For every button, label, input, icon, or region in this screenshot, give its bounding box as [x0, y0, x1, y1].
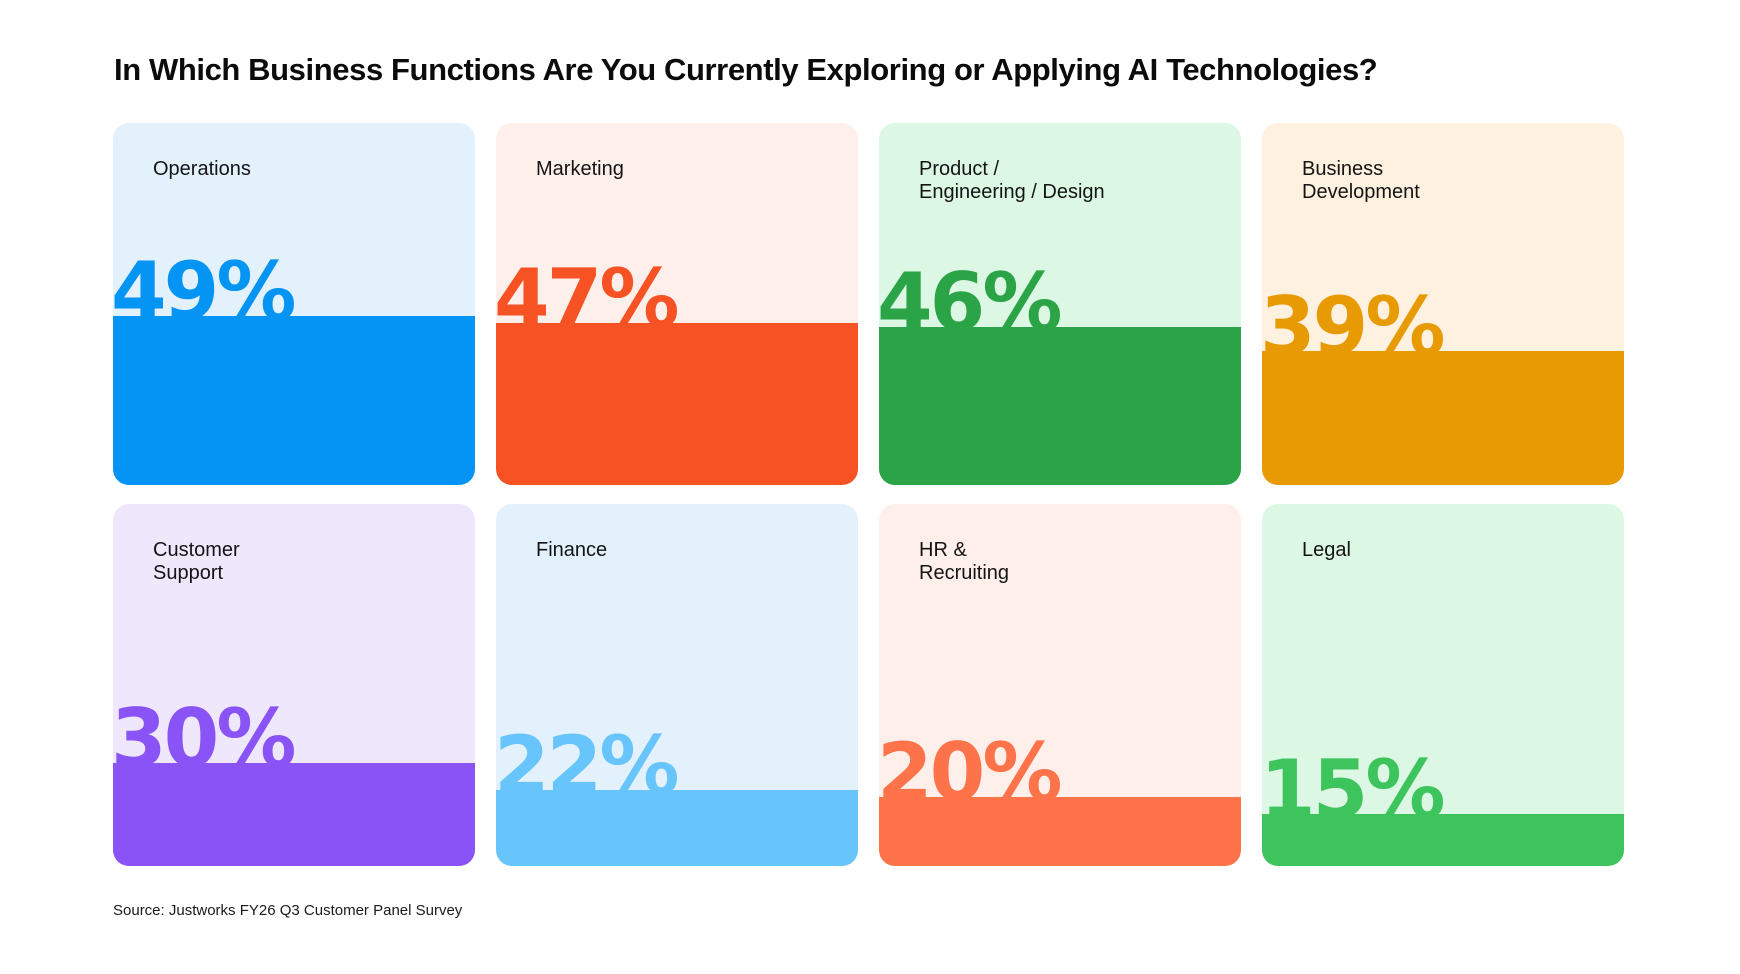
- chart-grid: Operations 49% Marketing 47% Product / Engin…: [113, 123, 1625, 866]
- value-bar: [496, 790, 858, 866]
- card-label: Legal: [1302, 539, 1351, 561]
- value-bar: [113, 316, 475, 485]
- card-label: Product / Engineering / Design: [919, 158, 1105, 203]
- card-operations: Operations 49%: [113, 123, 475, 485]
- card-label: HR & Recruiting: [919, 539, 1010, 584]
- value-bar: [496, 323, 858, 485]
- card-marketing: Marketing 47%: [496, 123, 858, 485]
- value-bar: [1262, 351, 1624, 485]
- value-bar: [879, 797, 1241, 866]
- card-label: Marketing: [536, 158, 624, 180]
- card-label: Business Development: [1302, 158, 1420, 203]
- card-business-development: Business Development 39%: [1262, 123, 1624, 485]
- card-finance: Finance 22%: [496, 504, 858, 866]
- card-label: Customer Support: [153, 539, 240, 584]
- source-note: Source: Justworks FY26 Q3 Customer Panel…: [113, 902, 463, 919]
- card-customer-support: Customer Support 30%: [113, 504, 475, 866]
- value-bar: [113, 763, 475, 866]
- card-product-engineering-design: Product / Engineering / Design 46%: [879, 123, 1241, 485]
- card-label: Finance: [536, 539, 608, 561]
- value-bar: [1262, 814, 1624, 866]
- value-bar: [879, 327, 1241, 485]
- chart-title: In Which Business Functions Are You Curr…: [114, 52, 1378, 87]
- card-hr-recruiting: HR & Recruiting 20%: [879, 504, 1241, 866]
- card-label: Operations: [153, 158, 251, 180]
- card-legal: Legal 15%: [1262, 504, 1624, 866]
